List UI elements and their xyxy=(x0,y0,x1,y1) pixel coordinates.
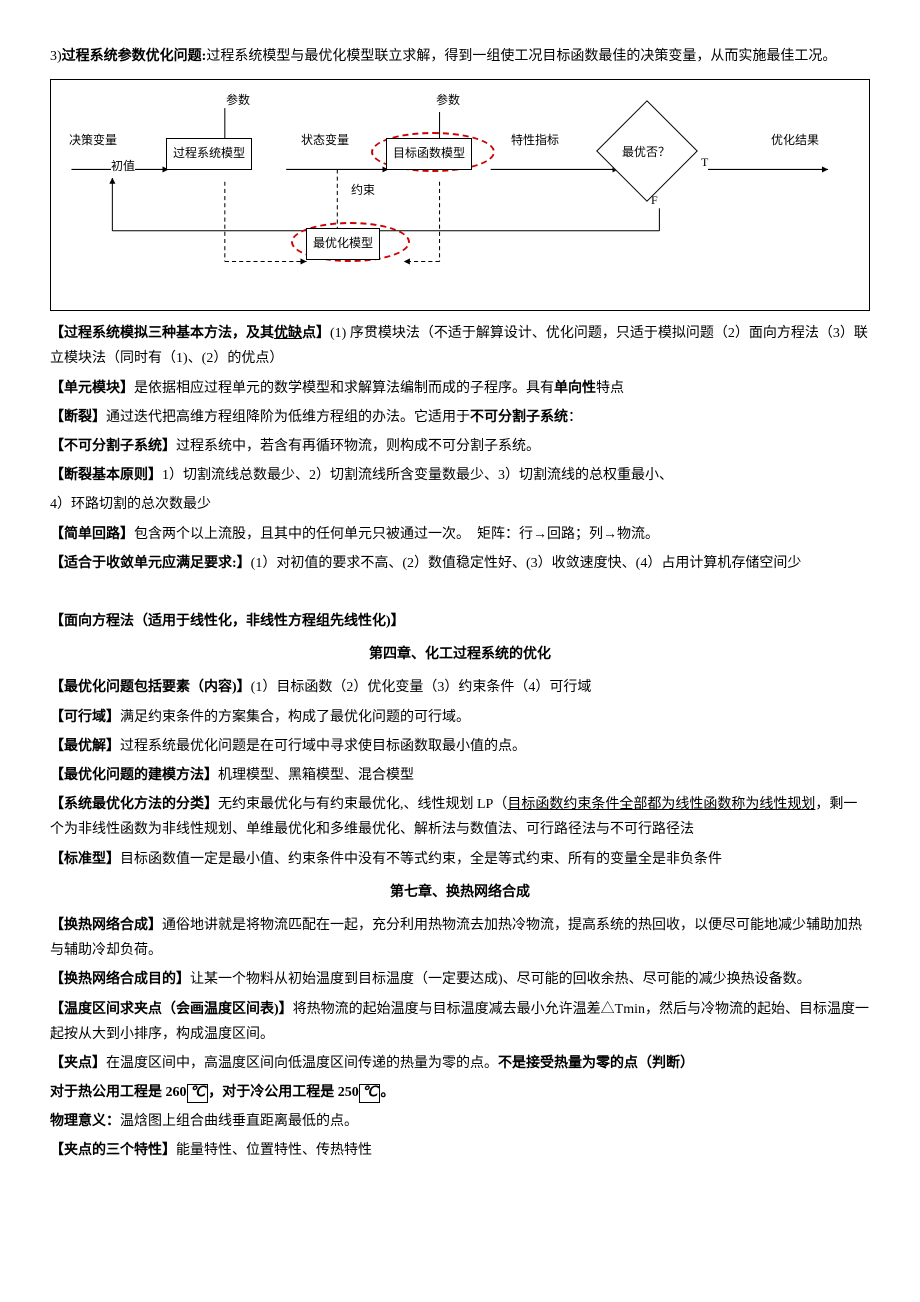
p11: 【最优解】过程系统最优化问题是在可行域中寻求使目标函数取最小值的点。 xyxy=(50,734,870,759)
label-constraint: 约束 xyxy=(351,180,375,202)
p20-title: 物理意义： xyxy=(50,1114,120,1129)
label-T: T xyxy=(701,152,708,174)
p13-title: 【系统最优化方法的分类】 xyxy=(50,797,218,812)
p5-text: 1）切割流线总数最少、2）切割流线所含变量数最少、3）切割流线的总权重最小、 xyxy=(162,468,673,483)
p9-title: 【最优化问题包括要素（内容)】 xyxy=(50,680,251,695)
p21-title: 【夹点的三个特性】 xyxy=(50,1143,176,1158)
intro-para3: 3)过程系统参数优化问题:过程系统模型与最优化模型联立求解，得到一组使工况目标函… xyxy=(50,44,870,69)
p6: 【简单回路】包含两个以上流股，且其中的任何单元只被通过一次。 矩阵：行→回路；列… xyxy=(50,522,870,547)
p9-text: (1）目标函数（2）优化变量（3）约束条件（4）可行域 xyxy=(251,680,592,695)
label-opt-result: 优化结果 xyxy=(771,130,819,152)
label-params2: 参数 xyxy=(436,90,460,112)
p12-text: 机理模型、黑箱模型、混合模型 xyxy=(218,768,414,783)
p4-title: 【不可分割子系统】 xyxy=(50,439,176,454)
p2-title: 【单元模块】 xyxy=(50,381,134,396)
diagram-arrows xyxy=(51,80,869,310)
p20-text: 温焓图上组合曲线垂直距离最低的点。 xyxy=(120,1114,358,1129)
label-char-index: 特性指标 xyxy=(511,130,559,152)
p13: 【系统最优化方法的分类】无约束最优化与有约束最优化,、线性规划 LP（目标函数约… xyxy=(50,792,870,842)
label-init-val: 初值 xyxy=(111,156,135,178)
ch4-title: 第四章、化工过程系统的优化 xyxy=(50,642,870,667)
temp-unit-2: ℃ xyxy=(359,1084,381,1103)
p7-text: (1）对初值的要求不高、(2）数值稳定性好、(3）收敛速度快、(4）占用计算机存… xyxy=(251,556,802,571)
p14-text: 目标函数值一定是最小值、约束条件中没有不等式约束，全是等式约束、所有的变量全是非… xyxy=(120,852,722,867)
p19-b: ，对于冷公用工程是 250 xyxy=(208,1085,359,1100)
p7: 【适合于收敛单元应满足要求:】(1）对初值的要求不高、(2）数值稳定性好、(3）… xyxy=(50,551,870,576)
p12: 【最优化问题的建模方法】机理模型、黑箱模型、混合模型 xyxy=(50,763,870,788)
p4: 【不可分割子系统】过程系统中，若含有再循环物流，则构成不可分割子系统。 xyxy=(50,434,870,459)
p19: 对于热公用工程是 260℃，对于冷公用工程是 250℃。 xyxy=(50,1080,870,1105)
p4-text: 过程系统中，若含有再循环物流，则构成不可分割子系统。 xyxy=(176,439,540,454)
label-decision-var: 决策变量 xyxy=(69,130,117,152)
p10: 【可行域】满足约束条件的方案集合，构成了最优化问题的可行域。 xyxy=(50,705,870,730)
p17: 【温度区间求夹点（会画温度区间表)】将热物流的起始温度与目标温度减去最小允许温差… xyxy=(50,997,870,1047)
p6-title: 【简单回路】 xyxy=(50,527,134,542)
p18-bold: 不是接受热量为零的点（判断） xyxy=(498,1056,694,1071)
p2-text-b: 特点 xyxy=(596,381,624,396)
p19-a: 对于热公用工程是 260 xyxy=(50,1085,187,1100)
p3-text-a: 通过迭代把高维方程组降阶为低维方程组的办法。它适用于 xyxy=(106,410,470,425)
p3-bold: 不可分割子系统 xyxy=(470,410,568,425)
p13-text-a: 无约束最优化与有约束最优化,、线性规划 LP（ xyxy=(218,797,507,812)
p5b: 4）环路切割的总次数最少 xyxy=(50,492,870,517)
p19-c: 。 xyxy=(380,1085,394,1100)
node-obj-func: 目标函数模型 xyxy=(386,138,472,170)
p7-title: 【适合于收敛单元应满足要求:】 xyxy=(50,556,251,571)
p14-title: 【标准型】 xyxy=(50,852,120,867)
label-state-var: 状态变量 xyxy=(301,130,349,152)
p18-text-a: 在温度区间中，高温度区间向低温度区间传递的热量为零的点。 xyxy=(106,1056,498,1071)
p18: 【夹点】在温度区间中，高温度区间向低温度区间传递的热量为零的点。不是接受热量为零… xyxy=(50,1051,870,1076)
p10-title: 【可行域】 xyxy=(50,710,120,725)
node-opt-model: 最优化模型 xyxy=(306,228,380,260)
node-process-model: 过程系统模型 xyxy=(166,138,252,170)
p15: 【换热网络合成】通俗地讲就是将物流匹配在一起，充分利用热物流去加热冷物流，提高系… xyxy=(50,913,870,963)
p16-text: 让某一个物料从初始温度到目标温度（一定要达成)、尽可能的回收余热、尽可能的减少换… xyxy=(190,972,811,987)
p2-bold: 单向性 xyxy=(554,381,596,396)
p11-text: 过程系统最优化问题是在可行域中寻求使目标函数取最小值的点。 xyxy=(120,739,526,754)
p5-title: 【断裂基本原则】 xyxy=(50,468,162,483)
p3-title: 【断裂】 xyxy=(50,410,106,425)
p2-text-a: 是依据相应过程单元的数学模型和求解算法编制而成的子程序。具有 xyxy=(134,381,554,396)
p17-title: 【温度区间求夹点（会画温度区间表)】 xyxy=(50,1002,293,1017)
para3-num: 3) xyxy=(50,49,62,64)
p15-title: 【换热网络合成】 xyxy=(50,918,162,933)
p13-under: 目标函数约束条件全部都为线性函数称为线性规划 xyxy=(507,797,815,812)
p5: 【断裂基本原则】1）切割流线总数最少、2）切割流线所含变量数最少、3）切割流线的… xyxy=(50,463,870,488)
p3-text-b: ： xyxy=(568,410,582,425)
p18-title: 【夹点】 xyxy=(50,1056,106,1071)
p15-text: 通俗地讲就是将物流匹配在一起，充分利用热物流去加热冷物流，提高系统的热回收，以便… xyxy=(50,918,862,958)
p11-title: 【最优解】 xyxy=(50,739,120,754)
label-params1: 参数 xyxy=(226,90,250,112)
p8: 【面向方程法（适用于线性化，非线性方程组先线性化)】 xyxy=(50,609,870,634)
p9: 【最优化问题包括要素（内容)】(1）目标函数（2）优化变量（3）约束条件（4）可… xyxy=(50,675,870,700)
p1: 【过程系统模拟三种基本方法，及其优缺点】(1) 序贯模块法（不适于解算设计、优化… xyxy=(50,321,870,371)
p6-text: 包含两个以上流股，且其中的任何单元只被通过一次。 矩阵：行→回路；列→物流。 xyxy=(134,527,659,542)
ch7-title: 第七章、换热网络合成 xyxy=(50,880,870,905)
p2: 【单元模块】是依据相应过程单元的数学模型和求解算法编制而成的子程序。具有单向性特… xyxy=(50,376,870,401)
flowchart-diagram: 参数 参数 决策变量 初值 状态变量 特性指标 约束 优化结果 T F 过程系统… xyxy=(50,79,870,311)
temp-unit-1: ℃ xyxy=(187,1084,209,1103)
p16: 【换热网络合成目的】让某一个物料从初始温度到目标温度（一定要达成)、尽可能的回收… xyxy=(50,967,870,992)
p21: 【夹点的三个特性】能量特性、位置特性、传热特性 xyxy=(50,1138,870,1163)
p20: 物理意义：温焓图上组合曲线垂直距离最低的点。 xyxy=(50,1109,870,1134)
p14: 【标准型】目标函数值一定是最小值、约束条件中没有不等式约束，全是等式约束、所有的… xyxy=(50,847,870,872)
p1-title: 【过程系统模拟三种基本方法，及其优缺点】 xyxy=(50,326,330,341)
p3: 【断裂】通过迭代把高维方程组降阶为低维方程组的办法。它适用于不可分割子系统： xyxy=(50,405,870,430)
p12-title: 【最优化问题的建模方法】 xyxy=(50,768,218,783)
para3-title: 过程系统参数优化问题: xyxy=(62,49,207,64)
p21-text: 能量特性、位置特性、传热特性 xyxy=(176,1143,372,1158)
p16-title: 【换热网络合成目的】 xyxy=(50,972,190,987)
p10-text: 满足约束条件的方案集合，构成了最优化问题的可行域。 xyxy=(120,710,470,725)
para3-text: 过程系统模型与最优化模型联立求解，得到一组使工况目标函数最佳的决策变量，从而实施… xyxy=(206,49,836,64)
diamond-label: 最优否？ xyxy=(611,142,681,164)
